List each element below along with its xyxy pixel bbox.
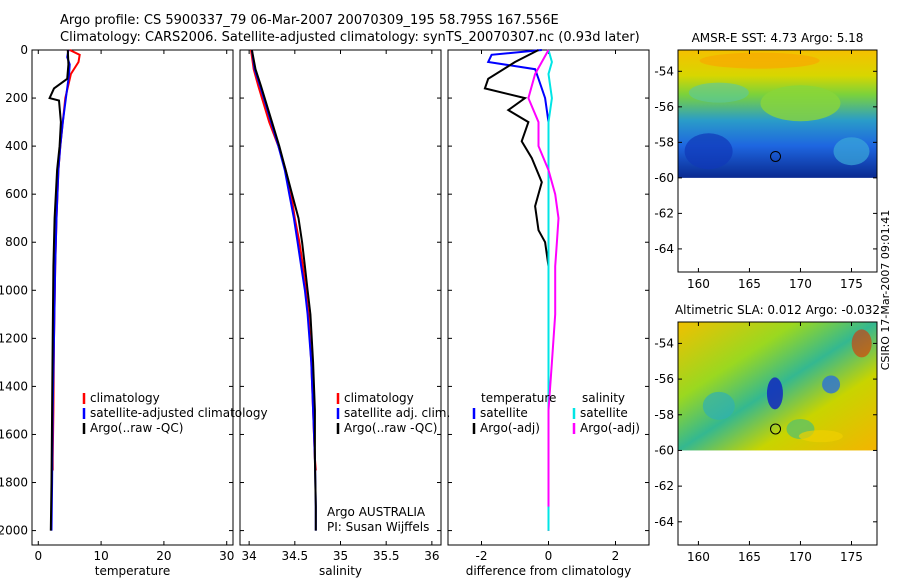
map-frame: [677, 321, 878, 546]
legend-label: Argo(-adj): [480, 421, 540, 435]
map-feature: [798, 430, 843, 443]
legend-label: satellite adj. clim.: [344, 406, 450, 420]
map-frame: [677, 49, 878, 273]
series-line: [527, 49, 560, 507]
figure-title-line-2: Climatology: CARS2006. Satellite-adjuste…: [60, 30, 640, 45]
y-tick-label: 200: [5, 91, 28, 105]
x-tick-label: 30: [219, 549, 234, 563]
argo-float-marker: [770, 423, 782, 435]
legend-label: satellite: [480, 406, 528, 420]
x-tick-label: 34.5: [281, 549, 308, 563]
y-tick-label: 1400: [0, 379, 28, 393]
y-tick-label: -54: [654, 64, 674, 78]
x-axis-label: salinity: [319, 564, 362, 578]
y-tick-label: -54: [654, 336, 674, 350]
map-feature: [699, 52, 820, 69]
plot-frame: [31, 49, 234, 546]
x-tick-label: 175: [840, 550, 863, 564]
y-tick-label: -56: [654, 100, 674, 114]
series-line: [547, 49, 553, 531]
map-title: Altimetric SLA: 0.012 Argo: -0.032: [675, 303, 880, 317]
map-panel-sla: Altimetric SLA: 0.012 Argo: -0.032 160 165…: [654, 303, 880, 564]
y-tick-label: 1800: [0, 476, 28, 490]
x-axis-label: temperature: [95, 564, 170, 578]
legend-label: satellite-adjusted climatology: [90, 406, 268, 420]
x-tick-label: 0: [545, 549, 553, 563]
y-tick-label: 800: [5, 235, 28, 249]
panel-annotation: Argo AUSTRALIA: [327, 505, 426, 519]
x-tick-label: 170: [789, 277, 812, 291]
y-tick-label: -62: [654, 206, 674, 220]
y-tick-label: 0: [20, 43, 28, 57]
map-panel-sst: AMSR-E SST: 4.73 Argo: 5.18 160 165 170 175 -…: [654, 31, 878, 291]
x-tick-label: 175: [840, 277, 863, 291]
series-line: [51, 49, 81, 471]
map-feature: [822, 375, 841, 394]
legend-label: Argo(..raw -QC): [344, 421, 437, 435]
y-tick-label: 400: [5, 139, 28, 153]
y-tick-label: -58: [654, 135, 674, 149]
series-line: [48, 49, 70, 531]
map-feature: [684, 133, 733, 170]
y-tick-label: 2000: [0, 524, 28, 538]
x-axis-label: difference from climatology: [466, 564, 632, 578]
map-feature: [851, 329, 872, 358]
y-tick-label: -64: [654, 515, 674, 529]
legend-heading: salinity: [582, 391, 625, 405]
y-tick-label: -60: [654, 443, 674, 457]
figure-title-line-1: Argo profile: CS 5900337_79 06-Mar-2007 …: [60, 13, 559, 28]
y-tick-label: 1600: [0, 427, 28, 441]
map-title: AMSR-E SST: 4.73 Argo: 5.18: [692, 31, 864, 45]
x-tick-label: 165: [738, 277, 761, 291]
panel-annotation: PI: Susan Wijffels: [327, 520, 429, 534]
x-tick-label: 20: [156, 549, 171, 563]
x-tick-label: 10: [93, 549, 108, 563]
y-tick-label: -64: [654, 242, 674, 256]
y-tick-label: -60: [654, 171, 674, 185]
x-tick-label: 2: [612, 549, 620, 563]
legend-heading: temperature: [481, 391, 556, 405]
map-feature: [760, 85, 841, 122]
y-tick-label: 600: [5, 187, 28, 201]
x-tick-label: 35: [333, 549, 348, 563]
legend-label: Argo(-adj): [580, 421, 640, 435]
legend-label: Argo(..raw -QC): [90, 421, 183, 435]
profile-panel-1: 0 10 20 30 0 200 400 600 800 1000 1200 1400 1600 1800…: [0, 43, 234, 578]
y-tick-label: 1200: [0, 331, 28, 345]
map-feature: [833, 137, 870, 166]
x-tick-label: 36: [424, 549, 439, 563]
series-line: [250, 49, 317, 531]
argo-float-marker: [770, 150, 782, 162]
legend-label: climatology: [344, 391, 414, 405]
legend-difference: temperaturesatelliteArgo(-adj)salinitysa…: [472, 391, 640, 435]
x-tick-label: 35.5: [373, 549, 400, 563]
map-feature: [688, 82, 749, 103]
x-tick-label: -2: [476, 549, 488, 563]
x-tick-label: 165: [738, 550, 761, 564]
timestamp-stamp: CSIRO 17-Mar-2007 09:01:41: [879, 210, 892, 371]
legend-label: satellite: [580, 406, 628, 420]
x-tick-label: 0: [34, 549, 42, 563]
x-tick-label: 34: [241, 549, 256, 563]
x-tick-label: 160: [687, 277, 710, 291]
x-tick-label: 170: [789, 550, 812, 564]
legend-label: climatology: [90, 391, 160, 405]
y-tick-label: -62: [654, 479, 674, 493]
x-tick-label: 160: [687, 550, 710, 564]
map-feature: [702, 391, 735, 420]
profile-panel-2: 34 34.5 35 35.5 36 salinity: [239, 49, 442, 578]
map-feature: [766, 377, 783, 410]
y-tick-label: -58: [654, 408, 674, 422]
y-tick-label: 1000: [0, 283, 28, 297]
y-tick-label: -56: [654, 372, 674, 386]
